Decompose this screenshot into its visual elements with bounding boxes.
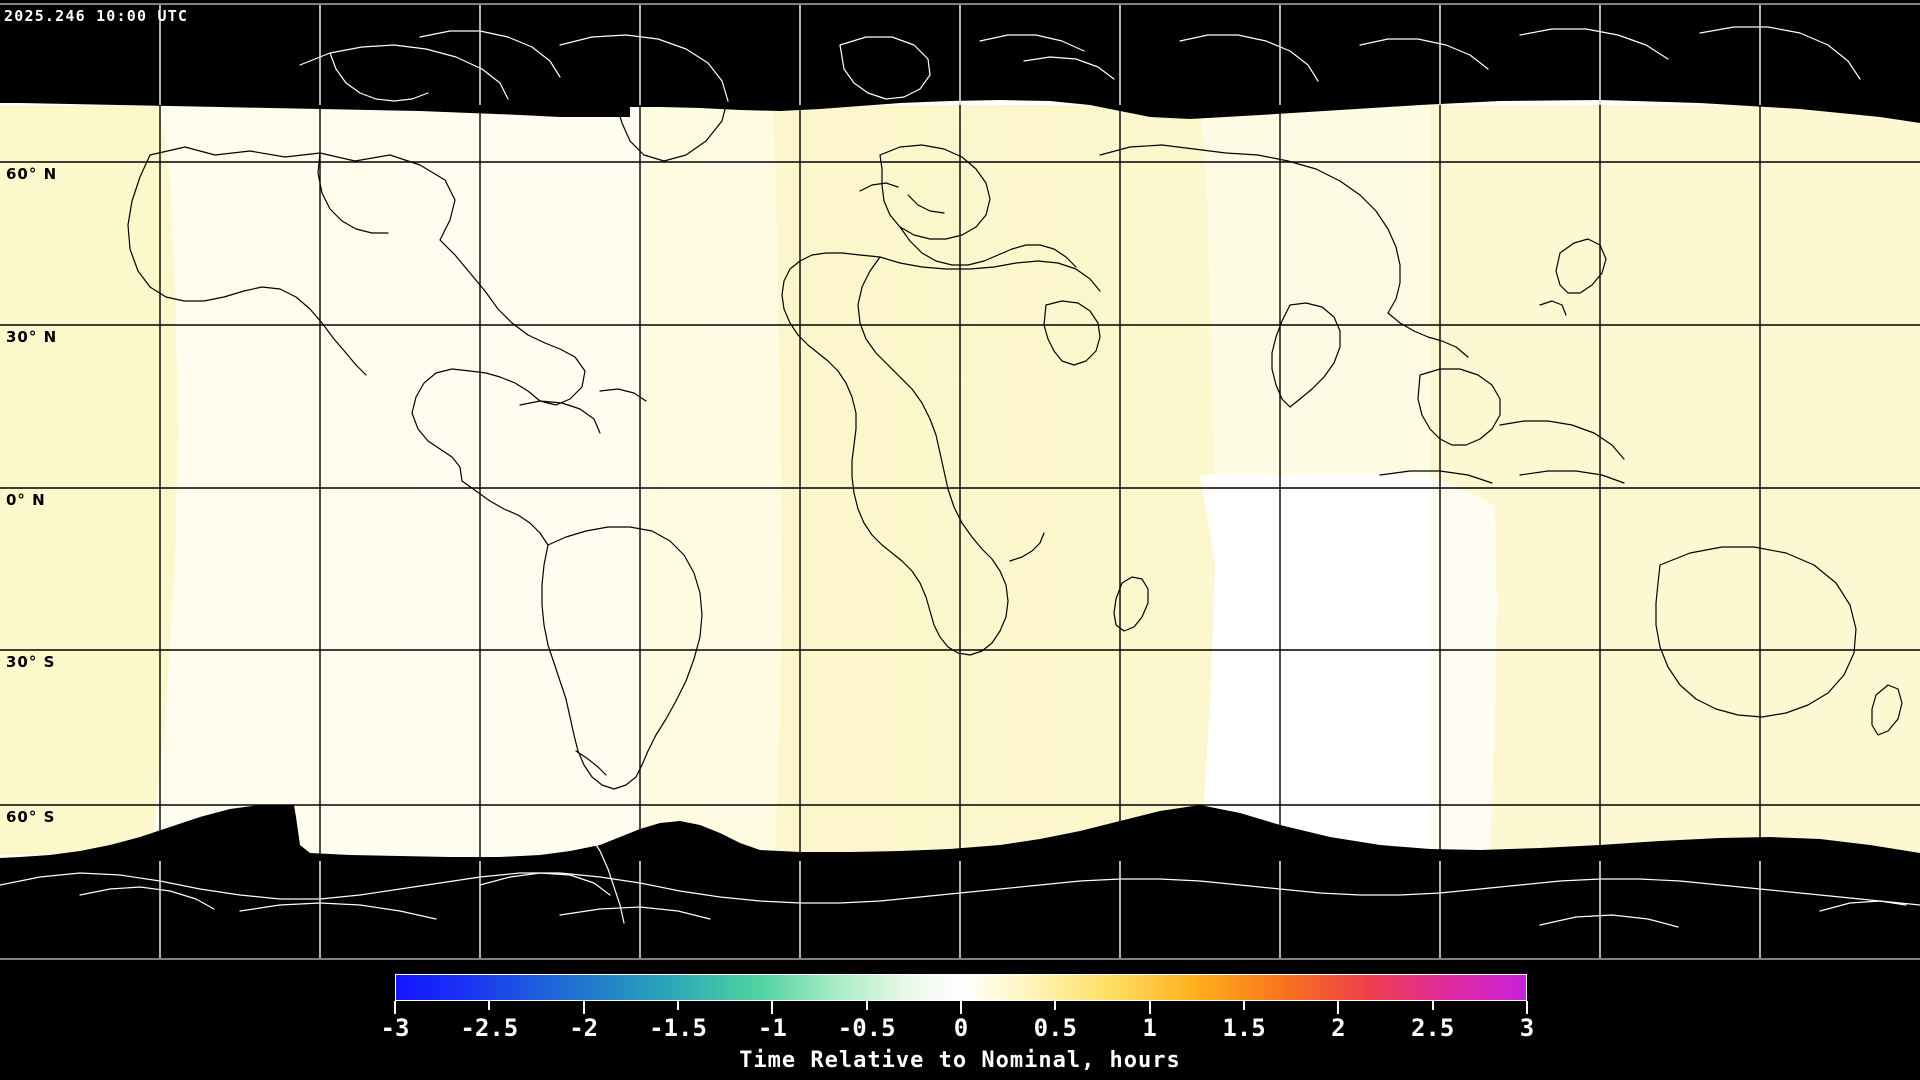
colorbar-label--1-5: -1.5 [649,1014,707,1042]
colorbar-gradient[interactable] [395,974,1527,1001]
colorbar-tick--1-5 [677,1001,679,1010]
colorbar-area: -3 -2.5 -2 -1.5 -1 -0.5 0 0.5 1 1.5 2 2.5 3 Time Rel… [0,962,1920,1080]
colorbar-label-3: 3 [1519,1014,1535,1042]
colorbar-tick--2 [582,1001,585,1014]
colorbar-tick-0 [960,1001,962,1014]
colorbar-tick-2-5 [1431,1001,1434,1010]
lat-label-60n: 60° N [6,165,58,183]
lat-label-60s: 60° S [6,808,56,826]
colorbar-label--1: -1 [757,1014,787,1042]
colorbar-tick-2 [1337,1001,1340,1014]
colorbar-title: Time Relative to Nominal, hours [739,1048,1181,1073]
colorbar-label-2: 2 [1331,1014,1346,1042]
timestamp-label: 2025.246 10:00 UTC [4,7,189,25]
colorbar-label-1-5: 1.5 [1222,1014,1266,1042]
colorbar-tick-0-5 [1054,1001,1057,1010]
lat-label-30s: 30° S [6,653,56,671]
colorbar-tick--0-5 [865,1001,868,1010]
world-map-panel[interactable]: 60° N 30° N 0° N 30° S 60° S 2025.246 10… [0,3,1920,960]
colorbar-label--2: -2 [569,1014,599,1042]
colorbar-tick-1 [1148,1001,1151,1014]
lat-label-0n: 0° N [6,491,46,509]
colorbar-tick-3 [1526,1001,1528,1014]
colorbar-label-2-5: 2.5 [1410,1014,1455,1042]
colorbar-tick--3 [394,1001,396,1014]
lat-label-30n: 30° N [6,328,58,346]
colorbar-label--3: -3 [380,1014,410,1042]
colorbar-tick-1-5 [1243,1001,1245,1010]
colorbar-tick--1 [771,1001,774,1014]
daylight-shading-layer [0,5,1920,958]
map-canvas: 60° N 30° N 0° N 30° S 60° S [0,5,1920,958]
colorbar-label-0: 0 [953,1014,969,1042]
colorbar-tick--2-5 [488,1001,491,1010]
colorbar-label-0-5: 0.5 [1033,1014,1078,1042]
colorbar-label-1: 1 [1142,1014,1157,1042]
colorbar-label--2-5: -2.5 [460,1014,519,1042]
colorbar-label--0-5: -0.5 [837,1014,896,1042]
